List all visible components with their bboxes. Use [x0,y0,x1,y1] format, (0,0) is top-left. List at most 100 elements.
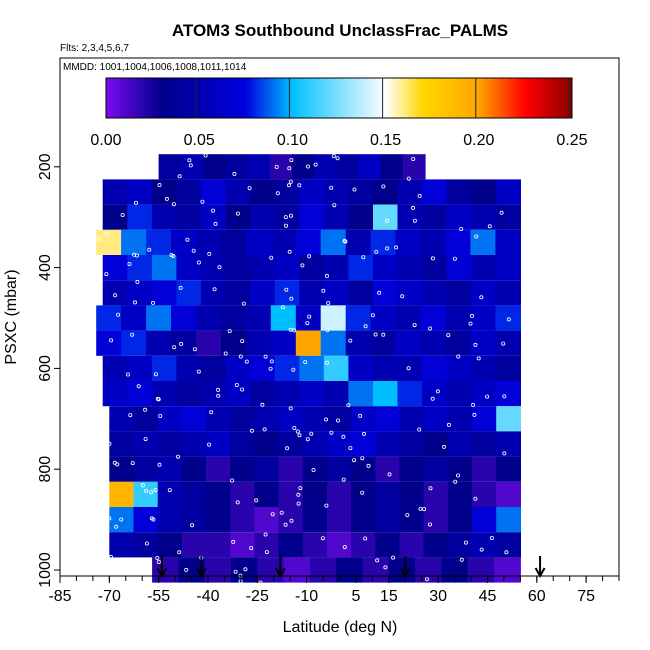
sample-point [383,565,388,570]
sample-point [381,332,386,337]
sample-point [468,321,473,326]
colorbar-tick-label: 0.05 [184,132,215,149]
heatmap-cell [245,330,272,356]
heatmap-cell [171,330,197,356]
heatmap-cell [230,456,255,482]
heatmap-cell [295,229,322,255]
heatmap-cell [348,355,374,381]
sample-point [506,317,511,322]
sample-point [292,328,297,333]
heatmap-cell [181,507,207,533]
sample-point [417,193,422,198]
heatmap-cell [323,179,349,205]
heatmap-cell [395,330,422,356]
heatmap-cell [133,431,159,457]
sample-point [387,472,392,477]
x-tick-label: -40 [196,588,219,605]
sample-point [213,221,218,226]
heatmap-cell [225,154,248,180]
heatmap-cell [196,305,222,331]
sample-point [504,550,509,555]
heatmap-cell [133,481,159,507]
sample-point [352,458,357,463]
heatmap-cell [278,532,304,558]
sample-point [360,490,365,495]
heatmap-cell [471,381,497,407]
heatmap-cell [345,229,372,255]
flight-arrow-head [274,567,286,579]
heatmap-cell [299,255,325,281]
heatmap-cell [102,355,128,381]
sample-point [346,403,351,408]
chart-title: ATOM3 Southbound UnclassFrac_PALMS [172,21,508,40]
sample-point [209,410,214,415]
sample-point [485,394,490,399]
sample-point [297,183,302,188]
heatmap-cell [133,456,159,482]
heatmap-cell [422,381,448,407]
sample-point [459,557,464,562]
sample-point [348,446,353,451]
flight-arrow-head [156,567,168,579]
sample-point [311,467,316,472]
sample-point [358,413,363,418]
sample-point [428,486,433,491]
sample-point [107,516,112,521]
sample-point [157,462,162,467]
sample-point [473,496,478,501]
heatmap-cell [495,204,521,230]
heatmap-cell [375,406,401,432]
sample-point [235,500,240,505]
sample-point [274,164,279,169]
heatmap-cell [422,179,448,205]
sample-point [366,463,371,468]
heatmap-cell [422,204,448,230]
sample-point [324,503,329,508]
x-axis: -85 -70 -55 -40 -25 -10 5 15 30 45 60 75 [48,575,620,605]
heatmap-cell [373,280,399,306]
heatmap-cell [250,179,276,205]
heatmap-cell [470,229,496,255]
sample-point [341,434,346,439]
heatmap-cell [220,229,247,255]
heatmap-cell [151,179,178,205]
heatmap-cell [176,355,202,381]
heatmap-cell [470,305,496,331]
heatmap-cell [176,255,202,281]
sample-point [241,301,246,306]
heatmap-cell [470,330,496,356]
sample-point [270,512,275,517]
heatmap-cell [397,204,423,230]
heatmap-cell [230,431,255,457]
heatmap-cell [495,330,521,356]
heatmap-cell [373,179,399,205]
sample-point [343,239,348,244]
sample-point [373,332,378,337]
heatmap-cell [471,355,497,381]
sample-point [499,210,504,215]
heatmap-cell [495,280,521,306]
x-tick-label: -10 [295,588,318,605]
heatmap-cell [472,481,497,507]
sample-point [143,437,148,442]
sample-point [283,522,288,527]
sample-point [342,238,347,243]
heatmap-cell [299,355,325,381]
heatmap-cell [230,481,255,507]
heatmap-cell [157,481,183,507]
heatmap-cell [399,532,425,558]
heatmap-cell [420,229,447,255]
heatmap-cell [299,204,325,230]
heatmap-cell [278,406,304,432]
sample-point [207,251,212,256]
heatmap-cell [254,507,280,533]
heatmap-cell [278,456,304,482]
sample-point [335,418,340,423]
sample-point [341,477,346,482]
y-tick-label: 600 [37,355,54,382]
sample-point [227,329,232,334]
heatmap-cell [447,532,473,558]
sample-point [370,313,375,318]
flight-arrow-head [399,567,411,579]
heatmap-cell [320,330,347,356]
